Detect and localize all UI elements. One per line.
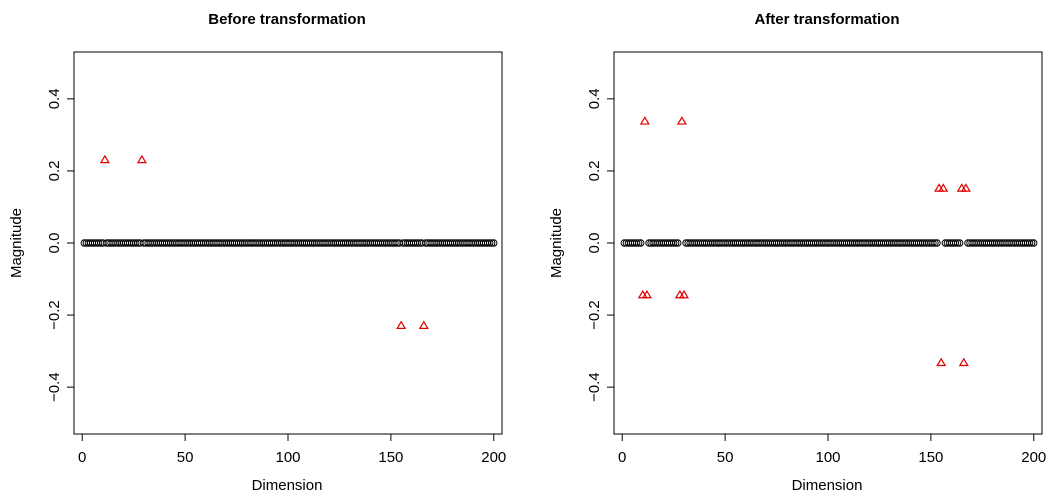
data-point-nonzero xyxy=(936,357,947,367)
data-point-zero xyxy=(672,239,680,247)
data-point-zero xyxy=(632,239,641,247)
data-point-nonzero xyxy=(641,289,652,299)
chart-after: After transformation 0 50 100 150 200 −0.4−0… xyxy=(548,11,1046,494)
x-tick-label: 0 xyxy=(78,449,86,466)
chart-title: Before transformation xyxy=(208,11,366,28)
y-tick-label: −0.4 xyxy=(586,372,603,402)
y-tick-label: 0.4 xyxy=(586,88,603,109)
x-tick-label: 0 xyxy=(618,449,626,466)
nonzero-points xyxy=(637,116,971,367)
y-tick-label: 0.2 xyxy=(586,160,603,181)
data-point-zero xyxy=(132,239,140,247)
y-tick-label: −0.4 xyxy=(46,372,63,402)
data-point-nonzero xyxy=(396,320,407,330)
data-point-zero xyxy=(951,239,960,247)
data-point-zero xyxy=(933,239,941,247)
data-point-nonzero xyxy=(938,183,949,192)
x-tick-label: 100 xyxy=(275,449,300,466)
data-point-zero xyxy=(1030,239,1038,247)
x-tick-label: 200 xyxy=(481,449,506,466)
data-point-zero xyxy=(1028,239,1036,247)
data-point-nonzero xyxy=(960,183,971,192)
data-point-nonzero xyxy=(639,116,650,125)
data-point-zero xyxy=(413,239,422,247)
data-point-zero xyxy=(94,239,103,247)
x-axis: 0 50 100 150 200 xyxy=(618,433,1046,466)
zero-points xyxy=(620,239,1038,247)
y-axis-label: Magnitude xyxy=(548,208,565,278)
y-axis-label: Magnitude xyxy=(8,208,25,278)
data-point-zero xyxy=(637,239,645,247)
data-point-nonzero xyxy=(678,289,690,299)
data-point-nonzero xyxy=(99,154,110,164)
data-point-zero xyxy=(391,239,399,247)
chart-before: Before transformation 0 50 100 150 200 −0.4−… xyxy=(8,11,506,494)
x-axis-label: Dimension xyxy=(252,477,323,494)
y-tick-label: 0.4 xyxy=(46,88,63,109)
data-point-zero xyxy=(955,239,964,247)
y-axis: −0.4 −0.2 0.0 0.2 0.4 xyxy=(586,88,615,402)
data-point-zero xyxy=(490,239,498,247)
x-tick-label: 50 xyxy=(717,449,734,466)
x-tick-label: 150 xyxy=(378,449,403,466)
data-point-zero xyxy=(674,239,682,247)
data-point-nonzero xyxy=(418,320,429,330)
x-tick-label: 200 xyxy=(1021,449,1046,466)
chart-title: After transformation xyxy=(754,11,899,28)
nonzero-points xyxy=(99,154,429,330)
y-tick-label: 0.0 xyxy=(586,233,603,254)
y-tick-label: 0.2 xyxy=(46,160,63,181)
x-axis-label: Dimension xyxy=(792,477,863,494)
zero-points xyxy=(80,239,498,247)
data-point-zero xyxy=(1025,239,1034,247)
data-point-zero xyxy=(634,239,643,247)
data-point-zero xyxy=(931,239,939,247)
data-point-zero xyxy=(669,239,678,247)
data-point-nonzero xyxy=(958,357,969,367)
x-tick-label: 100 xyxy=(815,449,840,466)
y-tick-label: −0.2 xyxy=(586,300,603,330)
x-tick-label: 50 xyxy=(177,449,194,466)
data-point-nonzero xyxy=(676,116,687,125)
y-tick-label: 0.0 xyxy=(46,233,63,254)
data-point-zero xyxy=(929,239,937,247)
data-point-zero xyxy=(485,239,494,247)
y-tick-label: −0.2 xyxy=(46,300,63,330)
y-axis: −0.4 −0.2 0.0 0.2 0.4 xyxy=(46,88,75,402)
data-point-zero xyxy=(953,239,962,247)
data-point-nonzero xyxy=(136,154,147,164)
data-point-zero xyxy=(488,239,496,247)
x-tick-label: 150 xyxy=(918,449,943,466)
x-axis: 0 50 100 150 200 xyxy=(78,433,506,466)
